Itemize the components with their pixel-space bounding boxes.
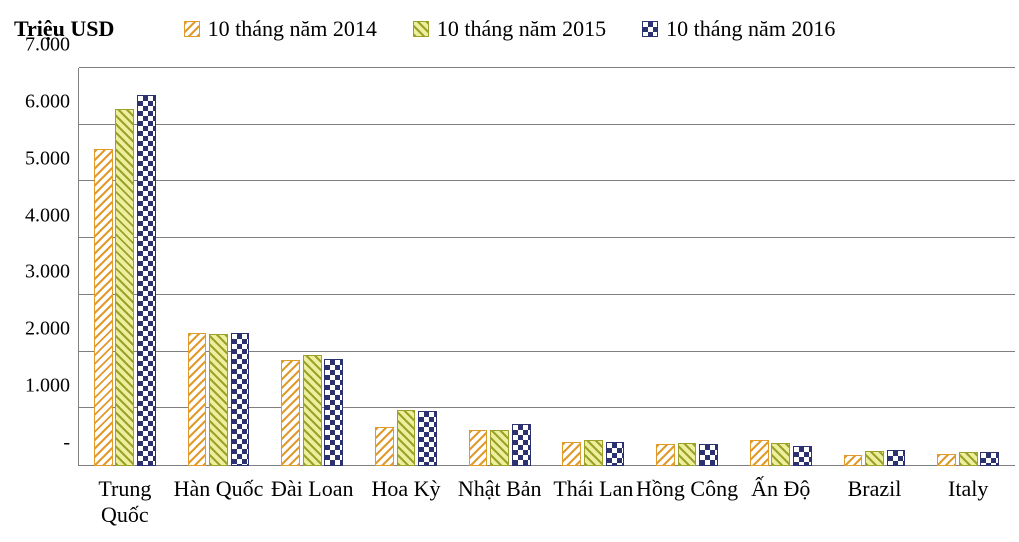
legend-swatch-2014 <box>184 21 200 37</box>
category-label: Hàn Quốc <box>166 472 272 542</box>
legend-item: 10 tháng năm 2015 <box>413 16 606 42</box>
category-group: Trung Quốc <box>78 68 172 542</box>
category-group: Hàn Quốc <box>172 68 266 542</box>
bar-series-0 <box>937 454 956 467</box>
chart-legend: 10 tháng năm 2014 10 tháng năm 2015 10 t… <box>0 16 1019 42</box>
bar-series-1 <box>115 109 134 466</box>
bar-series-0 <box>94 149 113 466</box>
bar-series-1 <box>771 443 790 466</box>
bar-series-2 <box>512 424 531 466</box>
bar-group <box>547 68 641 466</box>
bar-series-2 <box>980 452 999 466</box>
category-group: Ấn Độ <box>734 68 828 542</box>
bar-group <box>359 68 453 466</box>
category-label: Brazil <box>822 472 928 542</box>
bar-series-1 <box>490 430 509 466</box>
y-tick-label: 6.000 <box>0 90 70 113</box>
bar-series-0 <box>281 360 300 466</box>
legend-item: 10 tháng năm 2014 <box>184 16 377 42</box>
bar-series-0 <box>750 440 769 466</box>
bar-group <box>265 68 359 466</box>
bar-series-2 <box>324 359 343 466</box>
legend-item: 10 tháng năm 2016 <box>642 16 835 42</box>
category-group: Thái Lan <box>547 68 641 542</box>
bar-series-1 <box>397 410 416 466</box>
category-label: Trung Quốc <box>72 472 178 542</box>
y-tick-label: 5.000 <box>0 147 70 170</box>
bar-series-0 <box>562 442 581 466</box>
y-tick-label: 3.000 <box>0 261 70 284</box>
category-label: Thái Lan <box>541 472 647 542</box>
bar-series-2 <box>231 333 250 466</box>
bar-series-0 <box>375 427 394 466</box>
bar-group <box>734 68 828 466</box>
bar-series-1 <box>303 355 322 466</box>
y-tick-label: 1.000 <box>0 375 70 398</box>
x-axis-categories: Trung QuốcHàn QuốcĐài LoanHoa KỳNhật Bản… <box>78 68 1015 542</box>
category-group: Brazil <box>828 68 922 542</box>
legend-swatch-2015 <box>413 21 429 37</box>
bar-series-0 <box>188 333 207 466</box>
category-label: Italy <box>915 472 1019 542</box>
legend-label: 10 tháng năm 2016 <box>666 16 835 42</box>
y-tick-label: 7.000 <box>0 34 70 57</box>
bar-series-2 <box>137 95 156 466</box>
bar-series-1 <box>584 440 603 466</box>
legend-swatch-2016 <box>642 21 658 37</box>
bar-chart: Triệu USD 10 tháng năm 2014 10 tháng năm… <box>0 0 1019 542</box>
bar-series-1 <box>209 334 228 466</box>
legend-label: 10 tháng năm 2014 <box>208 16 377 42</box>
legend-label: 10 tháng năm 2015 <box>437 16 606 42</box>
bar-group <box>78 68 172 466</box>
category-label: Ấn Độ <box>728 472 834 542</box>
bar-group <box>172 68 266 466</box>
bar-series-0 <box>844 455 863 466</box>
category-group: Hoa Kỳ <box>359 68 453 542</box>
y-tick-label: 2.000 <box>0 318 70 341</box>
bar-series-1 <box>865 451 884 466</box>
bar-series-0 <box>469 430 488 466</box>
category-group: Italy <box>921 68 1015 542</box>
bar-group <box>453 68 547 466</box>
bar-group <box>640 68 734 466</box>
category-group: Đài Loan <box>265 68 359 542</box>
category-group: Nhật Bản <box>453 68 547 542</box>
y-tick-label: 4.000 <box>0 204 70 227</box>
category-group: Hồng Công <box>640 68 734 542</box>
y-axis-tick-labels: -1.0002.0003.0004.0005.0006.0007.000 <box>0 68 70 466</box>
bar-series-2 <box>418 411 437 466</box>
bar-series-2 <box>887 450 906 466</box>
bar-series-1 <box>678 443 697 466</box>
bar-series-0 <box>656 444 675 466</box>
bar-series-1 <box>959 452 978 466</box>
y-tick-label: - <box>0 432 70 455</box>
bar-series-2 <box>793 446 812 466</box>
bar-series-2 <box>699 444 718 466</box>
category-label: Đài Loan <box>259 472 365 542</box>
category-label: Nhật Bản <box>447 472 553 542</box>
category-label: Hồng Công <box>634 472 740 542</box>
category-label: Hoa Kỳ <box>353 472 459 542</box>
bar-group <box>828 68 922 466</box>
bar-group <box>921 68 1015 466</box>
bar-series-2 <box>606 442 625 466</box>
